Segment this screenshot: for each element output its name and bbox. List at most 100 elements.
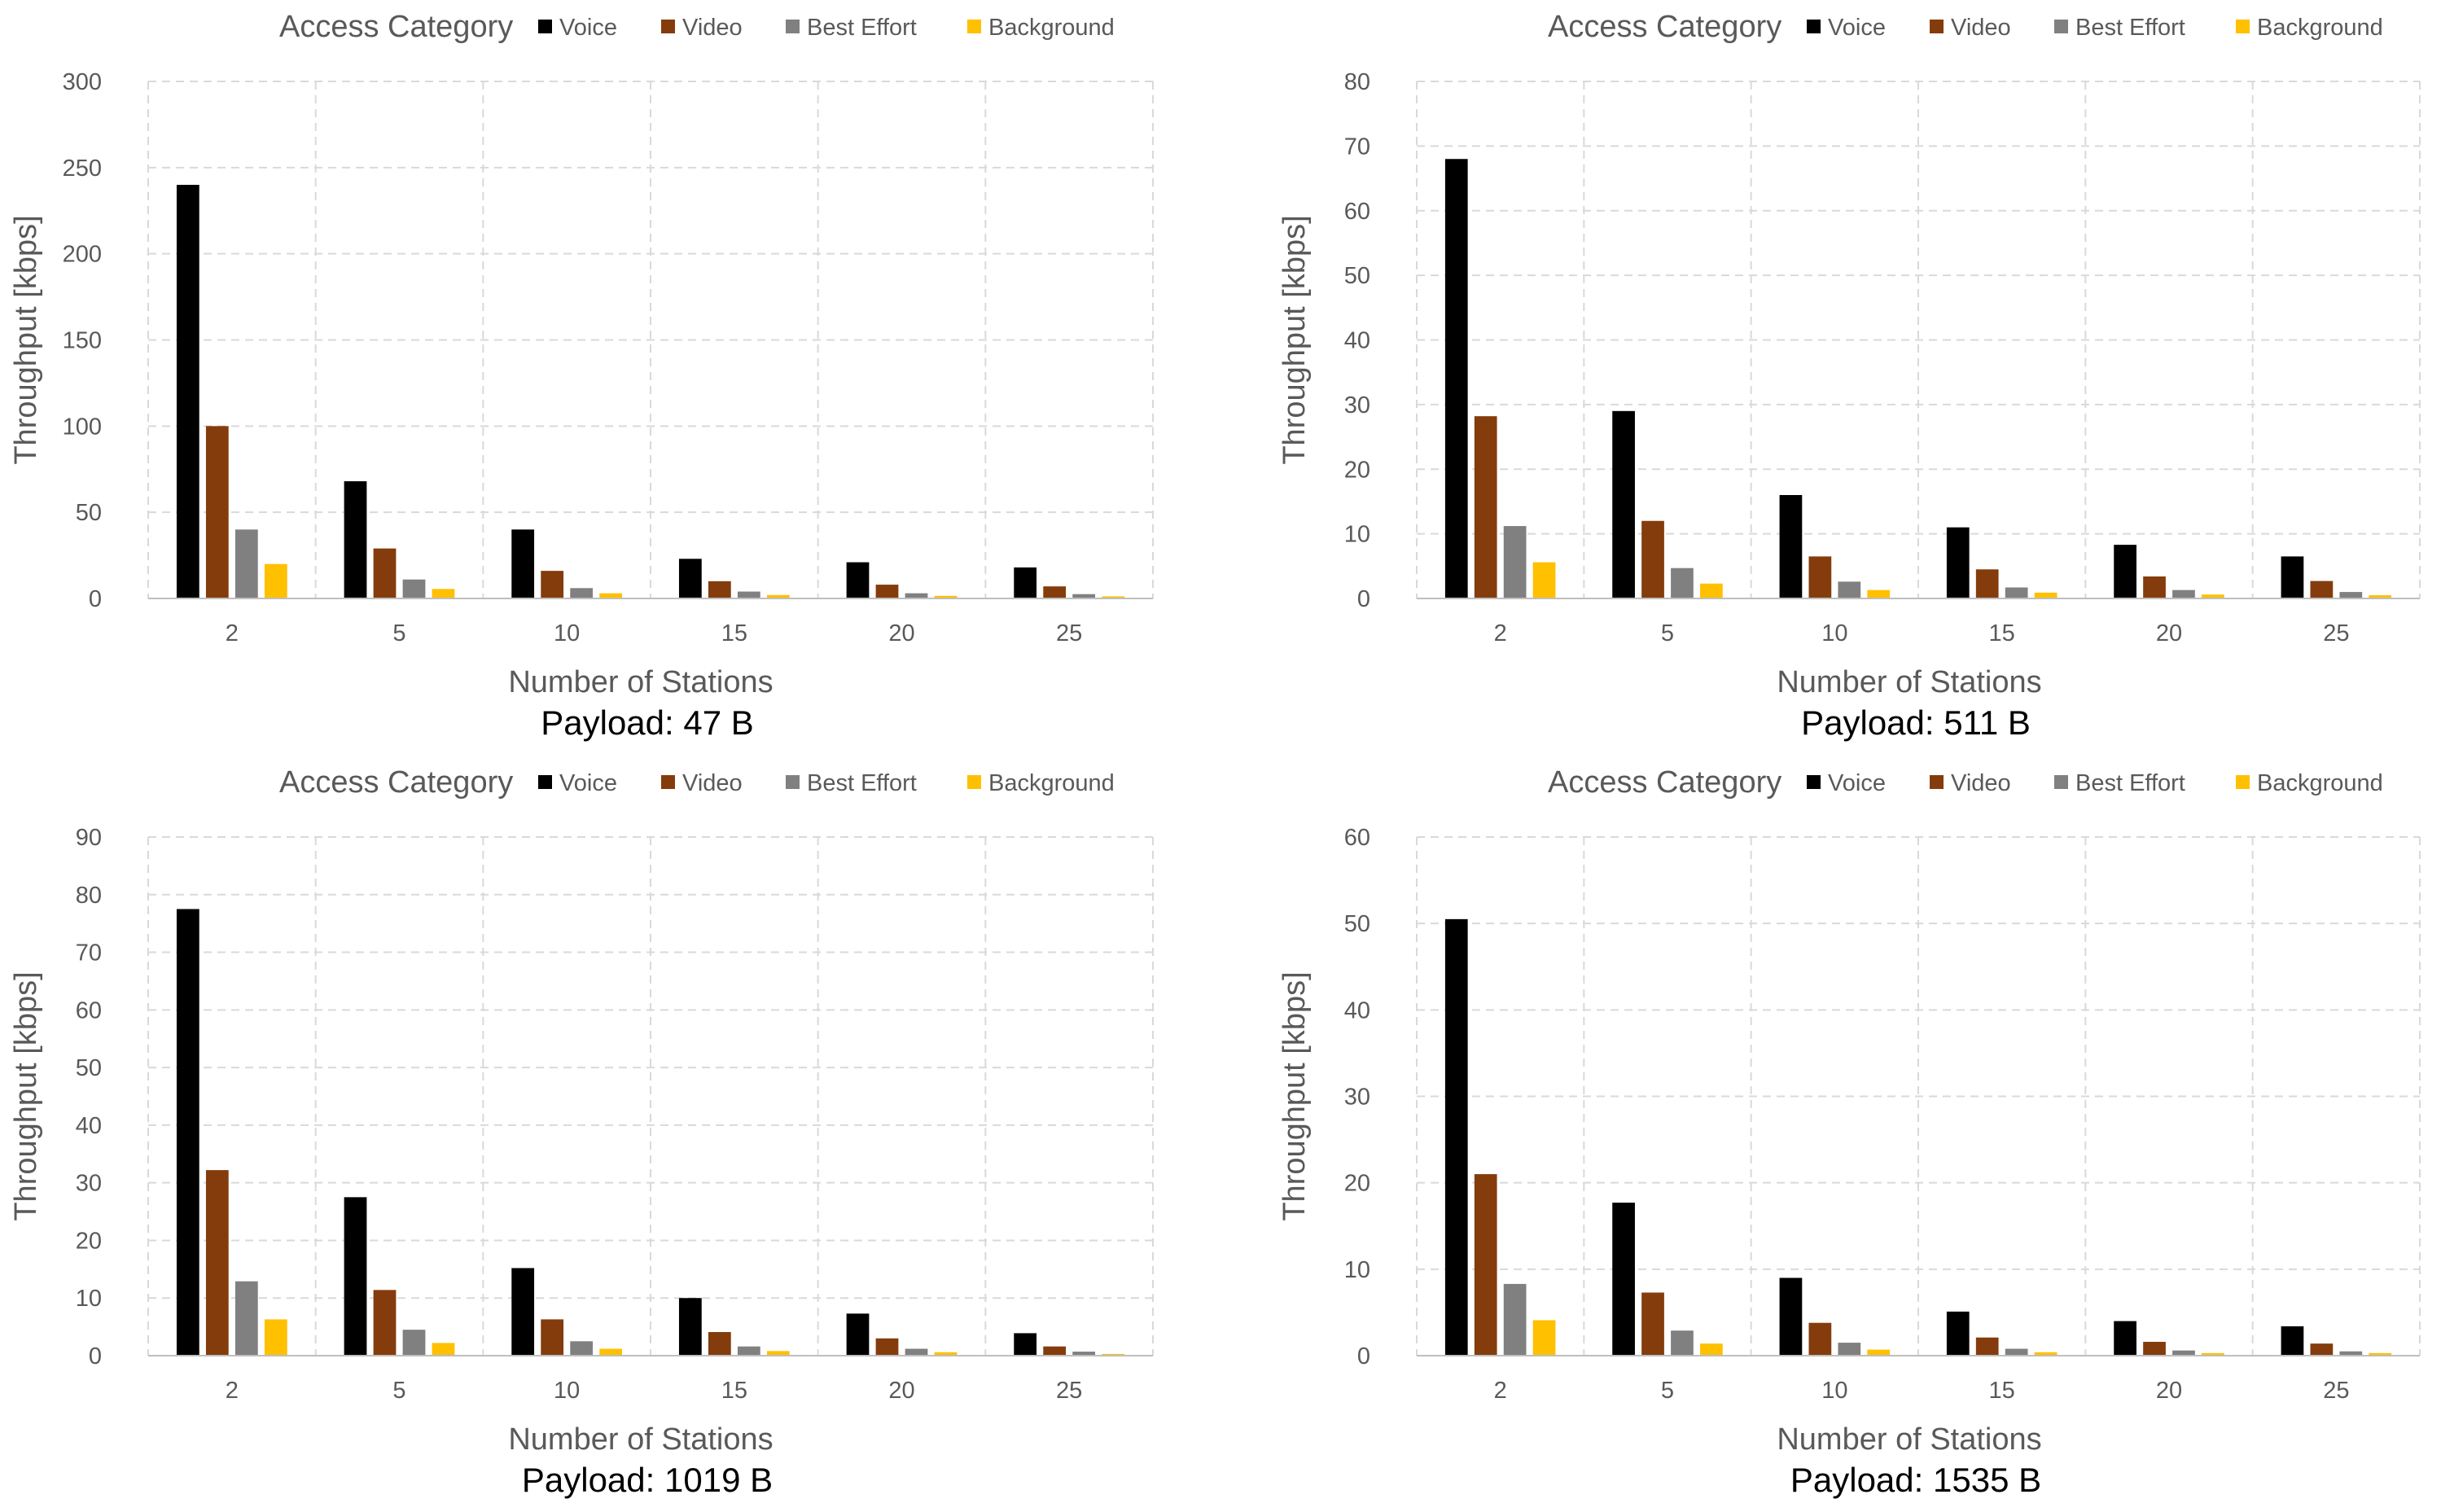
bar-video-10 [541,571,564,598]
y-tick-label: 60 [1344,199,1370,225]
x-tick-label: 10 [1821,620,1847,646]
bar-background-25 [1102,1353,1125,1356]
x-tick-label: 20 [888,620,914,646]
bar-voice-20 [2114,545,2136,598]
y-axis-label: Throughput [kbps] [9,215,43,464]
bar-background-2 [264,563,287,598]
y-tick-label: 100 [63,414,102,440]
bar-voice-20 [846,1313,870,1356]
bar-best-effort-10 [570,1341,594,1356]
x-tick-label: 15 [1989,620,2015,646]
bar-background-15 [2034,592,2058,598]
legend-swatch-voice [538,775,552,789]
legend-swatch-background [2236,775,2250,789]
bar-background-5 [432,589,455,598]
legend-swatch-voice [538,20,552,33]
x-tick-label: 15 [1989,1378,2015,1404]
legend-swatch-voice [1807,775,1821,789]
x-axis-label: Number of Stations [508,1422,773,1457]
bar-background-2 [1532,1320,1556,1356]
y-tick-label: 90 [76,825,102,851]
bar-voice-15 [678,559,702,598]
bar-background-20 [2202,594,2224,598]
y-tick-label: 70 [1344,134,1370,160]
y-tick-label: 30 [1344,1085,1370,1111]
legend-label-best-effort: Best Effort [807,15,917,41]
bar-background-2 [1532,562,1556,598]
bar-video-5 [373,1290,397,1356]
x-tick-label: 20 [888,1378,914,1404]
legend-title: Access Category [1548,10,1781,44]
bar-video-25 [2310,1343,2334,1356]
y-tick-label: 60 [76,997,102,1023]
bar-video-2 [205,1170,229,1356]
bar-best-effort-10 [1838,1343,1861,1356]
bar-background-10 [599,1348,623,1356]
legend-swatch-voice [1807,20,1821,33]
bar-video-20 [875,585,899,598]
bar-background-15 [2034,1352,2058,1356]
chart-caption: Payload: 1535 B [1790,1461,2041,1499]
bar-best-effort-25 [2339,1351,2363,1356]
bar-voice-10 [1779,495,1803,598]
x-tick-label: 2 [226,1378,239,1404]
bar-best-effort-15 [737,591,760,598]
x-tick-label: 25 [2323,1378,2349,1404]
bar-background-10 [1867,1349,1891,1356]
bar-voice-2 [1444,159,1468,598]
y-tick-label: 20 [1344,457,1370,483]
bar-background-25 [2369,1352,2392,1356]
chart-caption: Payload: 47 B [541,703,754,742]
legend-title: Access Category [279,765,513,800]
bar-background-10 [599,593,623,598]
x-tick-label: 2 [1494,620,1507,646]
legend-title: Access Category [1548,765,1781,800]
y-tick-label: 200 [63,242,102,268]
chart-caption: Payload: 511 B [1801,703,2031,742]
y-tick-label: 10 [1344,522,1370,548]
bar-video-15 [708,1331,731,1356]
legend-label-video: Video [1951,770,2011,796]
bar-voice-20 [2114,1321,2136,1356]
bar-video-25 [2310,581,2334,598]
bar-video-5 [1641,520,1664,598]
bar-voice-5 [1612,1203,1635,1356]
bar-best-effort-2 [234,529,258,598]
bar-voice-2 [1444,918,1468,1356]
legend-label-background: Background [2257,15,2383,41]
x-tick-label: 10 [554,1378,580,1404]
legend-label-voice: Voice [559,770,617,796]
legend-swatch-background [967,775,981,789]
bar-voice-15 [678,1298,702,1356]
y-tick-label: 70 [76,940,102,966]
y-tick-label: 30 [76,1171,102,1197]
bar-best-effort-5 [402,1330,426,1356]
legend-swatch-best-effort [786,775,800,789]
x-axis-label: Number of Stations [1777,1422,2041,1457]
chart-panel-3: 2 5 10 15 20 250102030405060708090Throughput … [9,765,1154,1499]
y-axis-label: Throughput [kbps] [1277,215,1312,464]
y-tick-label: 30 [1344,392,1370,419]
bar-best-effort-2 [1503,1283,1527,1356]
y-tick-label: 20 [76,1228,102,1254]
y-tick-label: 0 [89,1343,102,1370]
bar-video-5 [1641,1292,1664,1356]
y-tick-label: 300 [63,69,102,95]
bar-background-20 [934,1352,958,1356]
y-tick-label: 0 [1357,1343,1370,1370]
y-tick-label: 50 [1344,911,1370,937]
bar-background-15 [766,594,790,598]
legend-swatch-video [661,20,675,33]
bar-best-effort-20 [905,593,928,598]
bar-video-20 [2143,1342,2166,1356]
y-tick-label: 80 [1344,69,1370,95]
legend-swatch-video [661,775,675,789]
bar-best-effort-5 [402,579,426,598]
bar-best-effort-20 [905,1348,928,1356]
legend-swatch-best-effort [2054,20,2068,33]
x-tick-label: 20 [2156,1378,2182,1404]
bar-background-5 [432,1343,455,1356]
y-tick-label: 50 [76,1055,102,1081]
legend-label-best-effort: Best Effort [2075,770,2185,796]
